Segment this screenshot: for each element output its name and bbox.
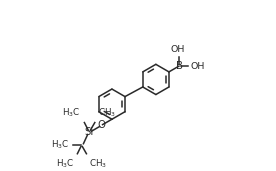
Text: Si: Si bbox=[85, 127, 94, 137]
Text: CH$_3$: CH$_3$ bbox=[98, 107, 116, 119]
Text: CH$_3$: CH$_3$ bbox=[89, 157, 107, 169]
Text: OH: OH bbox=[170, 45, 185, 54]
Text: H$_3$C: H$_3$C bbox=[51, 138, 69, 150]
Text: B: B bbox=[176, 61, 183, 71]
Text: H$_3$C: H$_3$C bbox=[57, 157, 75, 169]
Text: H$_3$C: H$_3$C bbox=[62, 107, 80, 119]
Text: O: O bbox=[97, 120, 105, 130]
Text: OH: OH bbox=[191, 62, 205, 71]
